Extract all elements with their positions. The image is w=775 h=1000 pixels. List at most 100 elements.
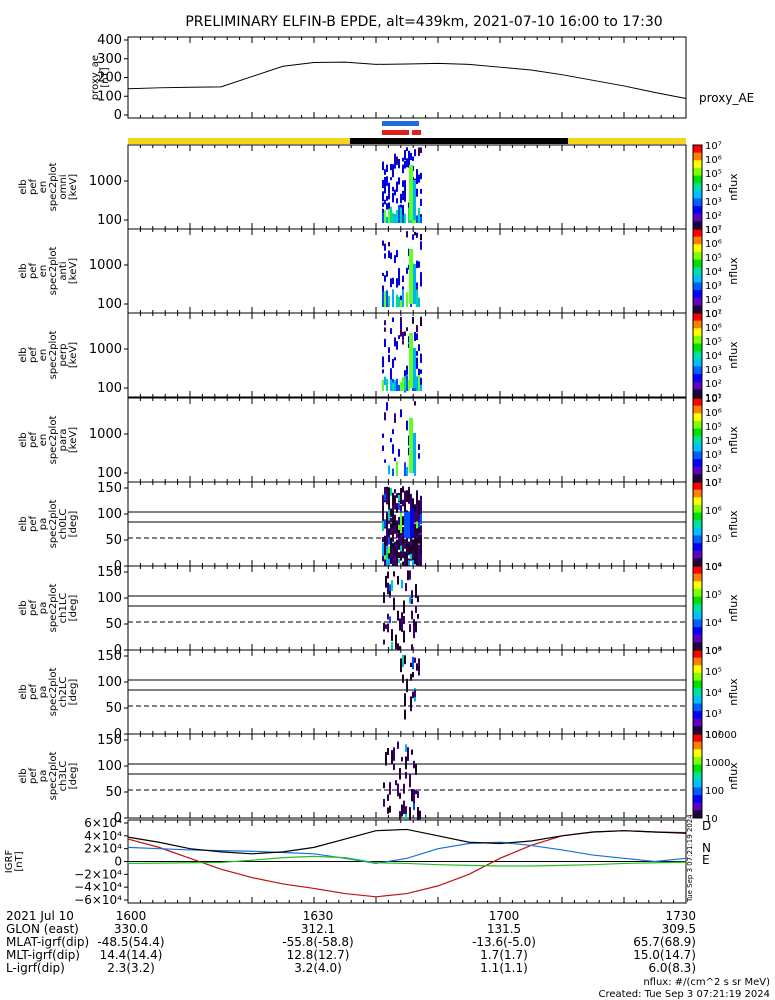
para-ylabel: elb pef en spec2plot para [keV] [18,416,79,465]
ch1LC-cbar-seg [693,611,702,620]
ch0LC-pixel [404,551,406,563]
ch3LC-pixel [397,741,399,749]
ch0LC-pixel [406,497,408,502]
anti-pixel [416,289,418,307]
sunlit-bar-2 [568,138,686,144]
ch2LC-cbar-label: 10⁴ [705,688,722,699]
ch0LC-pixel [418,556,420,570]
ch1LC-pixel [405,583,407,592]
anti-pixel [402,289,404,307]
ch0LC-pixel [388,509,390,521]
ch0LC-pixel [390,527,392,535]
anti-cbar-seg [693,282,702,291]
proxy-ae-ylabel: proxy_ae [nT] [90,55,111,100]
ch0LC-pixel [396,553,398,559]
ch0LC-pixel [382,514,384,522]
ch1LC-cbar-label: 10⁶ [705,562,722,573]
ch1LC-cbar-seg [693,588,702,598]
ch0LC-pixel [414,511,416,522]
anti-pixel [420,272,422,278]
ch3LC-pixel [383,799,385,807]
perp-pixel [402,331,404,341]
ch0LC-cbar-seg [693,535,702,544]
omni-pixel [386,164,388,169]
ch1LC-pixel [383,592,385,603]
para-cbar-seg [693,436,702,445]
ch2LC-tick-label: 50 [105,701,122,716]
ch3LC-pixel [405,756,407,770]
anti-ylabel-line: en [38,265,49,278]
anti-pixel [398,268,400,278]
ch3LC-tick-label: 50 [105,785,122,800]
ch0LC-pixel [420,525,422,534]
ch3LC-pixel [415,764,417,775]
ch0LC-pixel [408,495,410,504]
perp-cbar-seg [693,389,702,398]
perp-pixel [396,341,398,350]
ch1LC-pixel [409,575,411,580]
orbit-cell: 1730 [665,909,696,923]
ch2LC-spectra [400,654,420,720]
para-cbar-title-text: nflux [727,426,740,454]
ch0LC-cbar-label: 10⁶ [705,506,722,517]
omni-pixel [382,179,384,189]
para-ylabel-line: pef [28,432,39,449]
ch0LC-pixel [396,533,398,538]
perp-pixel [418,368,420,377]
sunlit-bar-1 [128,138,350,144]
para-pixel [418,444,420,450]
ch0LC-pixel [382,506,384,516]
ch1LC-pixel [391,629,393,641]
ch0LC-pixel [408,560,410,566]
ch2LC-pixel [404,693,406,707]
perp-pixel [384,377,386,386]
omni-cbar-seg [693,160,702,169]
omni-pixel [404,213,406,223]
ch0LC-pixel [392,547,394,560]
omni-cbar-seg [693,213,702,222]
ch2LC-pixel [412,672,414,678]
perp-pixel [384,320,386,326]
ch0LC-ylabel-line: elb [18,516,29,531]
anti-cbar-label: 10¹ [705,309,722,320]
ch0LC-pixel [396,543,398,552]
ch3LC-pixel [409,773,411,788]
ch2LC-pixel [414,657,416,663]
ch1LC-ylabel-line: pa [38,602,49,614]
ch0LC-pixel [382,495,384,509]
ch0LC-pixel [416,545,418,558]
omni-pixel [408,157,410,168]
perp-cbar-label: 10¹ [705,393,722,404]
para-tick-label: 100 [97,466,122,481]
perp-spectra [382,316,422,393]
ch1LC-pixel [415,605,417,613]
ch3LC-pixel [387,747,389,755]
ch0LC-pixel [398,558,400,563]
ch0LC-pixel [390,541,392,554]
omni-pixel [402,190,404,201]
omni-ylabel-line: en [38,181,49,194]
ch0LC-pixel [398,531,400,537]
ch0LC-pixel [402,526,404,541]
ch0LC-pixel [390,488,392,496]
ch0LC-pixel [402,499,404,507]
omni-pixel [406,147,408,152]
omni-pixel [382,212,384,223]
figure-title: PRELIMINARY ELFIN-B EPDE, alt=439km, 202… [185,14,662,30]
perp-pixel [400,317,402,326]
omni-cbar-seg [693,190,702,199]
ch1LC-pixel [387,613,389,620]
ch1LC-pixel [415,584,417,599]
ch0LC-pixel [418,506,420,515]
omni-pixel [420,147,422,154]
para-cbar-seg [693,420,702,430]
omni-pixel [382,161,384,171]
omni-pixel [420,188,422,194]
ch0LC-pixel [388,487,390,499]
anti-cbar-seg [693,267,702,276]
perp-pixel [406,375,408,391]
anti-ylabel-line: [keV] [68,258,79,284]
perp-ylabel: elb pef en spec2plot perp [keV] [18,331,79,380]
ch1LC-tick-label: 150 [97,565,122,580]
omni-pixel [418,207,420,223]
